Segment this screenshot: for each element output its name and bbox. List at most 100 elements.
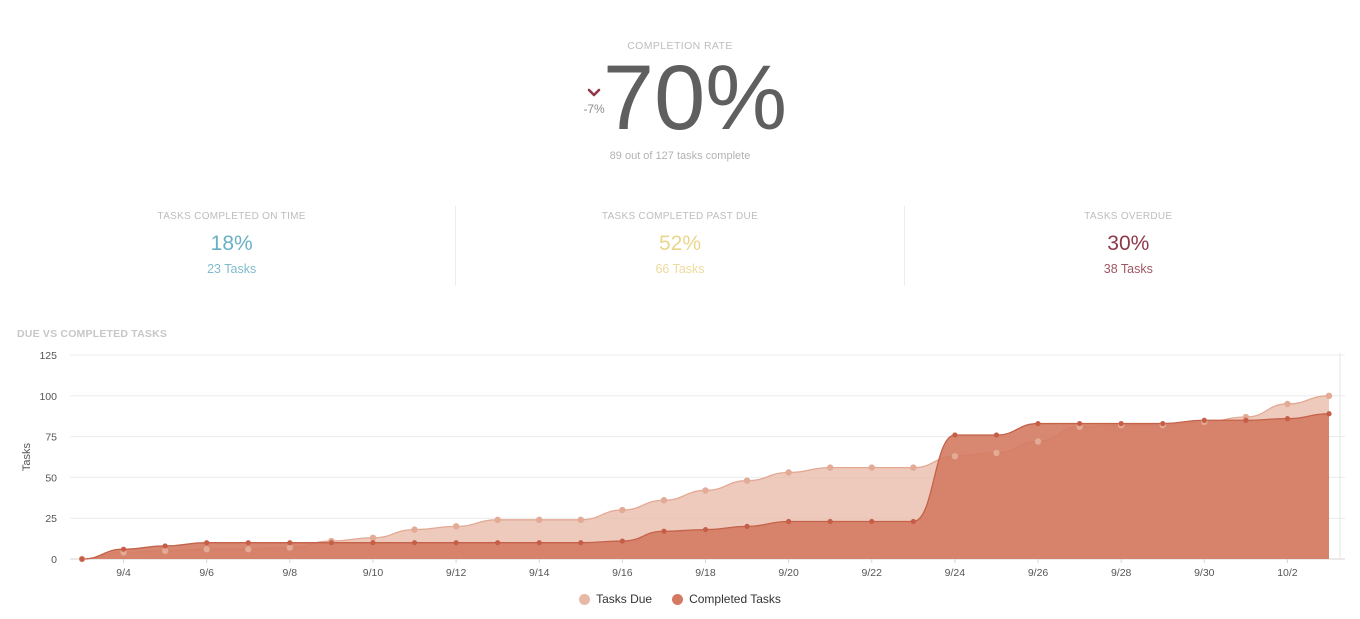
tasks-due-point (536, 516, 543, 524)
tasks-due-point (868, 464, 875, 471)
stat-value: 30% (1107, 232, 1150, 255)
x-tick-label: 9/30 (1194, 567, 1215, 579)
chart-legend: Tasks Due Completed Tasks (0, 592, 1360, 606)
completed-tasks-point (495, 540, 501, 546)
stat-value: 18% (210, 232, 253, 255)
stat-completed-on-time: TASKS COMPLETED ON TIME 18% 23 Tasks (8, 206, 455, 286)
legend-label: Completed Tasks (689, 592, 781, 606)
tasks-due-point (827, 464, 834, 471)
completed-tasks-point (370, 540, 376, 546)
completed-tasks-point (1201, 417, 1207, 423)
completed-tasks-point (287, 540, 293, 546)
completion-rate-value: 70% (602, 47, 788, 149)
y-axis-label: Tasks (21, 442, 33, 471)
tasks-due-point (743, 477, 751, 484)
completed-tasks-point (328, 540, 334, 546)
tasks-due-point (161, 547, 169, 555)
legend-marker-tasks-due (579, 593, 591, 605)
x-tick-label: 9/14 (529, 567, 550, 579)
legend-label: Tasks Due (596, 592, 653, 606)
tasks-due-point (1325, 392, 1333, 399)
completed-tasks-point (1118, 420, 1124, 427)
x-tick-label: 9/20 (778, 567, 799, 579)
x-tick-label: 9/4 (116, 567, 131, 579)
stat-label: TASKS OVERDUE (1084, 211, 1173, 222)
completed-tasks-point (162, 543, 168, 549)
stat-count: 23 Tasks (207, 262, 257, 276)
completed-tasks-point (536, 540, 542, 546)
y-tick-label: 75 (45, 432, 57, 444)
tasks-due-point (452, 523, 460, 530)
tasks-due-point (411, 526, 418, 533)
completion-subtitle: 89 out of 127 tasks complete (609, 150, 751, 162)
completed-tasks-point (578, 540, 584, 546)
stat-value: 52% (658, 232, 701, 255)
tasks-due-point (910, 464, 917, 471)
chevron-down-icon (587, 88, 601, 97)
y-tick-label: 0 (51, 554, 57, 566)
tasks-due-point (1034, 438, 1042, 445)
y-tick-label: 100 (39, 391, 57, 403)
completed-tasks-point (910, 518, 916, 525)
tasks-due-point (619, 506, 626, 514)
completed-tasks-area (82, 413, 1329, 559)
completed-tasks-point (1243, 417, 1249, 423)
completed-tasks-point (204, 540, 210, 546)
completed-tasks-point (79, 556, 85, 562)
tasks-due-point (785, 469, 792, 476)
stat-label: TASKS COMPLETED ON TIME (157, 211, 306, 222)
completed-tasks-point (993, 432, 1000, 438)
tasks-due-point (577, 516, 584, 524)
tasks-due-point (702, 487, 709, 494)
legend-item-tasks-due[interactable]: Tasks Due (579, 592, 652, 606)
y-tick-label: 50 (45, 472, 57, 484)
tasks-due-point (245, 546, 252, 553)
completed-tasks-point (702, 527, 709, 533)
x-tick-label: 9/18 (695, 567, 716, 579)
x-tick-label: 9/8 (283, 567, 298, 579)
stat-count: 38 Tasks (1103, 262, 1153, 276)
completion-rate-panel: COMPLETION RATE 70% -7% 89 out of 127 ta… (0, 0, 1360, 180)
completed-tasks-point (1160, 420, 1166, 427)
tasks-due-point (660, 497, 668, 504)
stat-overdue: TASKS OVERDUE 30% 38 Tasks (903, 206, 1352, 286)
stat-count: 66 Tasks (655, 262, 705, 276)
x-tick-label: 9/6 (199, 567, 214, 579)
legend-marker-completed-tasks (672, 593, 684, 605)
x-tick-label: 9/16 (612, 567, 633, 579)
tasks-due-point (1284, 400, 1291, 408)
x-tick-label: 9/22 (862, 567, 883, 579)
tasks-due-point (494, 516, 501, 524)
completed-tasks-point (869, 518, 875, 525)
completed-tasks-point (120, 546, 127, 552)
completed-tasks-point (1284, 416, 1291, 422)
x-tick-label: 9/12 (446, 567, 467, 579)
x-tick-label: 10/2 (1277, 567, 1298, 579)
y-tick-label: 25 (45, 513, 57, 525)
completed-tasks-point (1077, 420, 1083, 427)
completed-tasks-point (453, 540, 459, 546)
completed-tasks-point (619, 538, 625, 544)
legend-item-completed-tasks[interactable]: Completed Tasks (672, 592, 781, 606)
y-tick-label: 125 (39, 350, 57, 362)
completed-tasks-point (1326, 411, 1332, 417)
tasks-due-point (993, 449, 1000, 457)
completed-tasks-point (952, 432, 958, 438)
tasks-due-point (951, 452, 959, 460)
due-vs-completed-chart: 0 25 50 75 100 125 Tasks 9/4 9/6 9/8 9/10 9/12 9/14 9… (21, 350, 1345, 579)
x-tick-label: 9/26 (1028, 567, 1049, 579)
task-stats: TASKS COMPLETED ON TIME 18% 23 Tasks TAS… (8, 206, 1352, 286)
completion-rate-label: COMPLETION RATE (627, 40, 733, 52)
x-tick-label: 9/28 (1111, 567, 1132, 579)
completed-tasks-point (1035, 420, 1041, 427)
completed-tasks-point (661, 528, 667, 534)
stat-completed-past-due: TASKS COMPLETED PAST DUE 52% 66 Tasks (455, 206, 903, 286)
stat-label: TASKS COMPLETED PAST DUE (601, 211, 759, 222)
completed-tasks-point (245, 540, 251, 546)
x-tick-label: 9/24 (945, 567, 966, 579)
x-tick-label: 9/10 (363, 567, 384, 579)
chart-title: DUE VS COMPLETED TASKS (17, 328, 168, 340)
tasks-due-point (203, 546, 210, 553)
tasks-due-point (369, 534, 377, 541)
completed-tasks-point (411, 540, 418, 546)
